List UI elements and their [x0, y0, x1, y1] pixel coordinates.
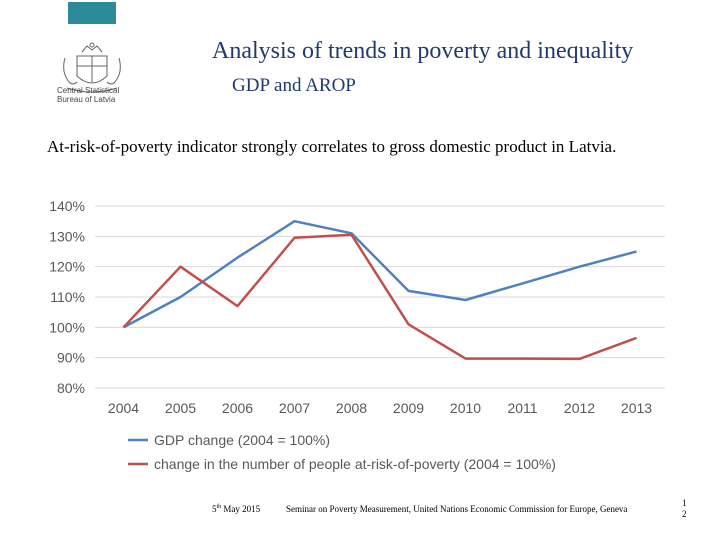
footer-date: 5th May 2015: [212, 504, 260, 514]
legend-label-1: GDP change (2004 = 100%): [154, 432, 330, 448]
series-line-1: [122, 219, 637, 329]
x-tick-label: 2005: [165, 400, 196, 416]
page-number-line2: 2: [682, 509, 687, 519]
x-tick-label: 2013: [621, 400, 652, 416]
slide-title: Analysis of trends in poverty and inequa…: [212, 38, 634, 64]
coat-of-arms-logo: [63, 42, 121, 93]
x-tick-label: 2010: [450, 400, 481, 416]
page-number: 1 2: [682, 498, 690, 520]
legend-label-2: change in the number of people at-risk-o…: [154, 456, 556, 472]
gdp-arop-line-chart: 80% 90% 100% 110% 120% 130% 140% 2004 2005 2006 20…: [49, 198, 665, 472]
y-tick-label: 110%: [50, 289, 85, 305]
body-text: At-risk-of-poverty indicator strongly co…: [47, 137, 617, 156]
y-tick-label: 100%: [49, 319, 85, 335]
x-tick-label: 2006: [222, 400, 253, 416]
y-tick-label: 80%: [57, 380, 85, 396]
logo-text-line2: Bureau of Latvia: [57, 95, 116, 104]
x-tick-label: 2012: [564, 400, 595, 416]
y-tick-label: 90%: [57, 350, 85, 366]
x-tick-label: 2007: [279, 400, 310, 416]
y-tick-label: 130%: [49, 228, 85, 244]
page-number-line1: 1: [682, 498, 687, 508]
footer-date-suffix: th: [216, 504, 222, 510]
slide-subtitle: GDP and AROP: [232, 75, 356, 96]
x-tick-label: 2009: [393, 400, 424, 416]
footer-date-day: 5: [212, 504, 217, 514]
x-tick-label: 2011: [507, 400, 537, 416]
logo-text-line1: Central Statistical: [57, 86, 120, 95]
series-line-2: [122, 233, 637, 361]
footer-seminar: Seminar on Poverty Measurement, United N…: [286, 504, 628, 514]
logo-text: Central Statistical Bureau of Latvia: [57, 86, 147, 104]
x-tick-label: 2004: [108, 400, 139, 416]
footer-date-rest: May 2015: [221, 504, 261, 514]
header-accent-box: [68, 2, 116, 24]
x-tick-label: 2008: [336, 400, 367, 416]
y-tick-label: 140%: [49, 198, 85, 214]
y-tick-label: 120%: [49, 259, 85, 275]
